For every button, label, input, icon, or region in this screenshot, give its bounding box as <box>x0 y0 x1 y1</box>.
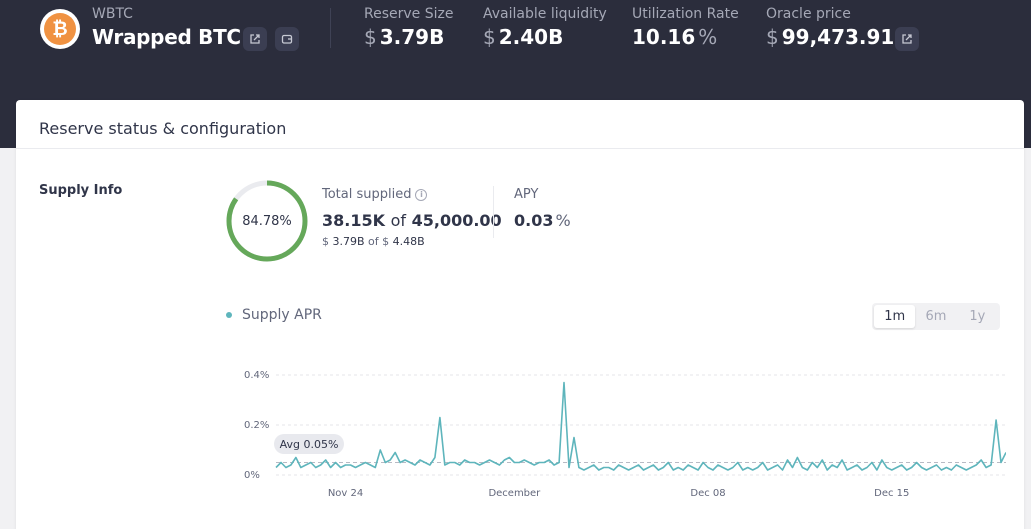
total-supplied-text: Total supplied <box>322 187 412 202</box>
x-tick-label: Dec 15 <box>874 488 909 499</box>
stat-prefix: $ <box>766 25 779 49</box>
total-supplied-value: 38.15K of 45,000.00 <box>322 211 502 230</box>
legend-label: Supply APR <box>242 307 322 323</box>
oracle-price-stat: Oracle price $99,473.91 <box>766 6 894 49</box>
range-1m-button[interactable]: 1m <box>874 305 916 328</box>
asset-header: ₿ WBTC Wrapped BTC Reserve Size $3.79B A… <box>0 0 1031 90</box>
x-tick-label: Dec 08 <box>690 488 725 499</box>
card-divider <box>16 148 1024 149</box>
stat-label: Oracle price <box>766 6 851 22</box>
wallet-icon <box>281 34 293 44</box>
chart-legend: Supply APR <box>226 307 322 323</box>
average-badge-label: Avg 0.05% <box>280 438 339 451</box>
usd-prefix: $ <box>322 235 329 248</box>
header-divider <box>330 8 331 48</box>
add-to-wallet-button[interactable] <box>275 27 299 51</box>
utilization-ring <box>226 180 308 262</box>
legend-dot <box>226 312 232 318</box>
card-title: Reserve status & configuration <box>39 119 287 138</box>
total-supplied-label: Total supplied i <box>322 187 428 202</box>
external-link-icon <box>902 34 912 44</box>
stat-value: 10.16 <box>632 25 696 49</box>
utilization-ring-label: 84.78% <box>242 213 292 229</box>
time-range-selector: 1m 6m 1y <box>872 303 1000 330</box>
stat-label: Reserve Size <box>364 6 454 22</box>
of-word: of <box>368 235 379 248</box>
apy-number: 0.03 <box>514 211 554 230</box>
ring-progress <box>226 180 308 262</box>
stat-value: 3.79B <box>379 25 445 49</box>
x-tick-label: December <box>488 488 541 499</box>
utilization-rate-stat: Utilization Rate 10.16% <box>632 6 739 49</box>
supply-divider <box>493 186 494 238</box>
external-link-button[interactable] <box>243 27 267 51</box>
total-supplied-usd: $ 3.79B of $ 4.48B <box>322 235 425 248</box>
external-link-icon <box>250 34 260 44</box>
available-liquidity-stat: Available liquidity $2.40B <box>483 6 607 49</box>
y-tick-label: 0% <box>244 470 260 481</box>
stat-prefix: $ <box>483 25 496 49</box>
range-6m-button[interactable]: 6m <box>925 309 947 324</box>
stat-value: 2.40B <box>498 25 564 49</box>
usd-prefix: $ <box>382 235 390 248</box>
reserve-status-card: Reserve status & configuration Supply In… <box>16 100 1024 529</box>
bitcoin-icon: ₿ <box>40 9 80 49</box>
oracle-link-button[interactable] <box>895 27 919 51</box>
info-icon[interactable]: i <box>415 188 428 201</box>
apy-suffix: % <box>555 211 571 230</box>
supply-apr-chart: 0% 0.2% 0.4% Nov 24 December Dec 08 Dec 15 Avg … <box>244 370 1006 499</box>
supply-info-label: Supply Info <box>39 183 123 198</box>
stat-label: Utilization Rate <box>632 6 739 22</box>
asset-name: Wrapped BTC <box>92 25 241 49</box>
stat-value: 99,473.91 <box>781 25 895 49</box>
stat-suffix: % <box>698 25 718 49</box>
stat-prefix: $ <box>364 25 377 49</box>
asset-symbol: WBTC <box>92 6 133 22</box>
of-word: of <box>390 211 407 230</box>
apy-value: 0.03% <box>514 211 571 230</box>
stat-label: Available liquidity <box>483 6 607 22</box>
range-1y-button[interactable]: 1y <box>969 309 986 324</box>
y-tick-label: 0.2% <box>244 420 269 431</box>
supplied-amount: 38.15K <box>322 211 386 230</box>
average-badge <box>274 434 344 454</box>
apy-label: APY <box>514 187 539 202</box>
usd-cap: 4.48B <box>392 235 425 248</box>
x-tick-label: Nov 24 <box>328 488 363 499</box>
usd-supplied: 3.79B <box>332 235 365 248</box>
series-line <box>275 381 1006 471</box>
y-tick-label: 0.4% <box>244 370 269 381</box>
reserve-size-stat: Reserve Size $3.79B <box>364 6 453 49</box>
supply-cap: 45,000.00 <box>411 211 502 230</box>
